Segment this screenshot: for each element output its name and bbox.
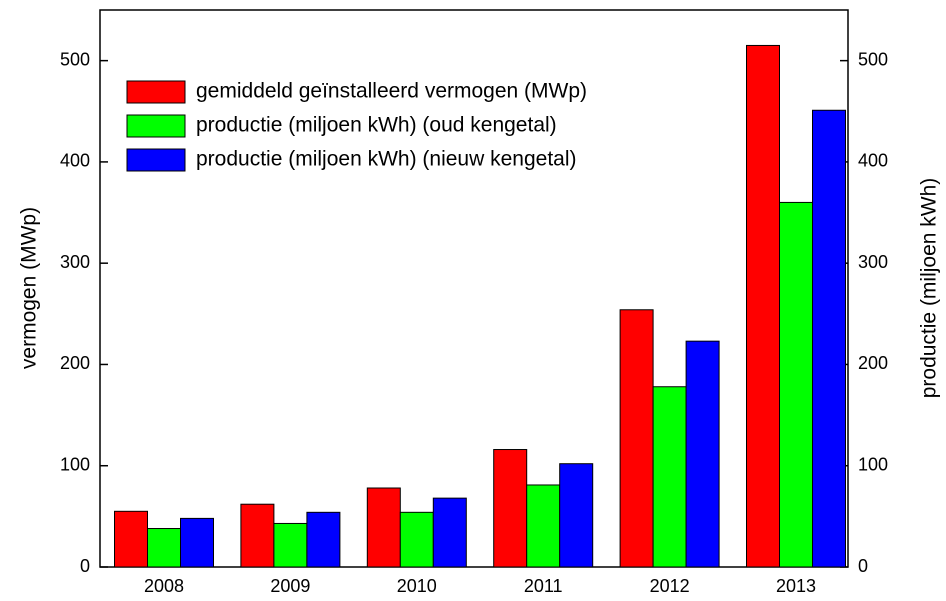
bar <box>366 487 401 568</box>
bar <box>114 510 148 568</box>
y2-tick-label: 100 <box>858 454 888 474</box>
bar <box>746 44 780 568</box>
bar <box>240 503 275 568</box>
y-tick-label: 200 <box>60 353 90 373</box>
y-tick-label: 500 <box>60 49 90 69</box>
bar <box>147 528 181 568</box>
y2-tick-label: 300 <box>858 252 888 272</box>
x-tick-label: 2010 <box>397 576 437 596</box>
bar <box>685 340 720 568</box>
y2-tick-label: 500 <box>858 49 888 69</box>
x-tick-label: 2013 <box>776 576 816 596</box>
bar <box>559 463 594 568</box>
legend-swatch <box>126 80 186 104</box>
x-tick-label: 2012 <box>650 576 690 596</box>
bar <box>812 109 846 568</box>
legend-label: productie (miljoen kWh) (nieuw kengetal) <box>196 148 577 171</box>
y2-tick-label: 0 <box>858 556 868 576</box>
x-tick-label: 2008 <box>144 576 184 596</box>
y-tick-label: 100 <box>60 454 90 474</box>
y2-axis-label: productie (miljoen kWh) <box>918 178 941 399</box>
bar <box>652 386 687 568</box>
bar <box>493 449 528 568</box>
bar <box>180 517 214 568</box>
bar <box>526 484 561 568</box>
y-tick-label: 300 <box>60 252 90 272</box>
legend-swatch <box>126 114 186 138</box>
y-tick-label: 400 <box>60 151 90 171</box>
y-axis-label: vermogen (MWp) <box>18 207 41 369</box>
bar <box>432 497 467 568</box>
legend-label: gemiddeld geïnstalleerd vermogen (MWp) <box>196 80 587 103</box>
legend-label: productie (miljoen kWh) (oud kengetal) <box>196 114 557 137</box>
y-tick-label: 0 <box>80 556 90 576</box>
bar <box>399 511 434 568</box>
bar <box>779 201 813 568</box>
bar <box>619 309 654 568</box>
legend-swatch <box>126 148 186 172</box>
y2-tick-label: 400 <box>858 151 888 171</box>
bar <box>273 522 308 568</box>
plot-frame <box>99 9 849 568</box>
x-tick-label: 2011 <box>524 576 563 596</box>
bar <box>306 511 341 568</box>
x-tick-label: 2009 <box>270 576 310 596</box>
y2-tick-label: 200 <box>858 353 888 373</box>
